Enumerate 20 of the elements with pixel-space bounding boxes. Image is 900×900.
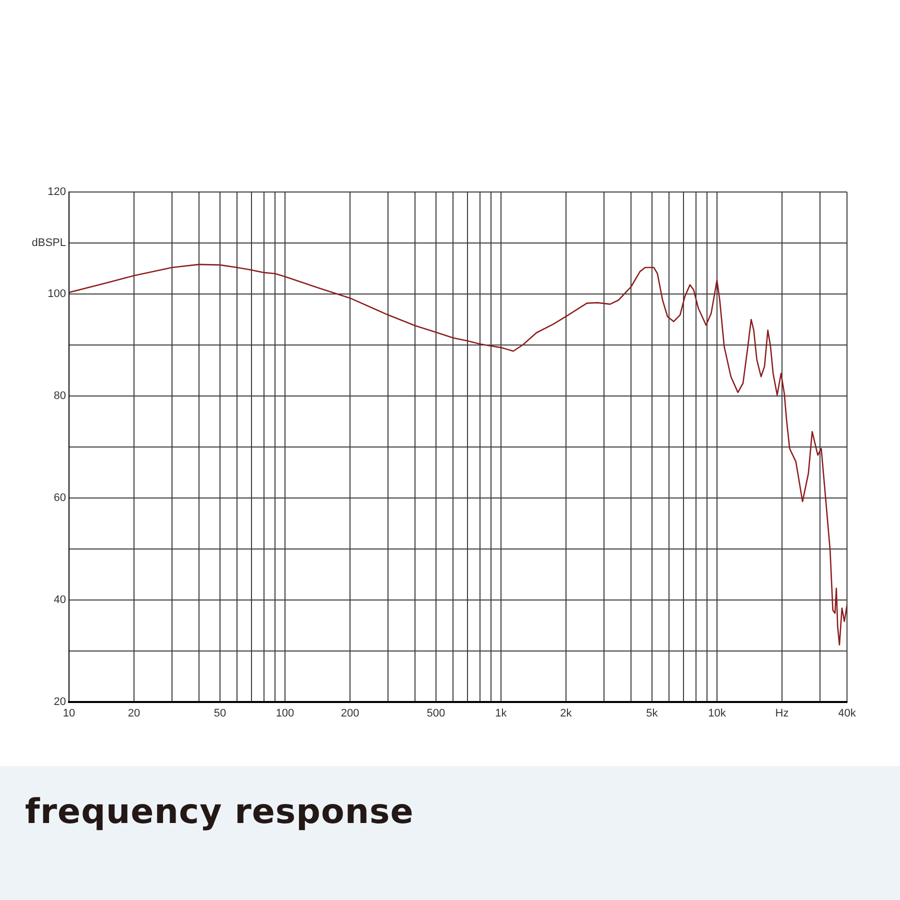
y-tick-label: dBSPL — [32, 237, 66, 250]
x-tick-label: Hz — [775, 708, 789, 720]
x-tick-label: 100 — [276, 708, 294, 720]
y-tick-label: 20 — [54, 696, 66, 708]
x-tick-label: 500 — [426, 708, 446, 720]
x-tick-label: 20 — [128, 708, 140, 720]
y-tick-label: 120 — [48, 186, 66, 198]
y-tick-label: 60 — [54, 492, 66, 504]
x-tick-label: 2k — [560, 708, 572, 720]
x-tick-label: 50 — [214, 708, 226, 720]
x-tick-label: 200 — [340, 708, 360, 720]
x-tick-label: 10 — [62, 708, 76, 720]
x-tick-label: 5k — [646, 708, 658, 720]
x-tick-label: 10k — [708, 708, 726, 720]
x-tick-label: 1k — [495, 708, 508, 720]
y-tick-label: 80 — [54, 390, 66, 402]
x-tick-label: 40k — [838, 708, 856, 720]
y-tick-label: 40 — [54, 594, 66, 606]
text: frequency response — [25, 792, 414, 832]
y-tick-label: 100 — [48, 288, 66, 300]
